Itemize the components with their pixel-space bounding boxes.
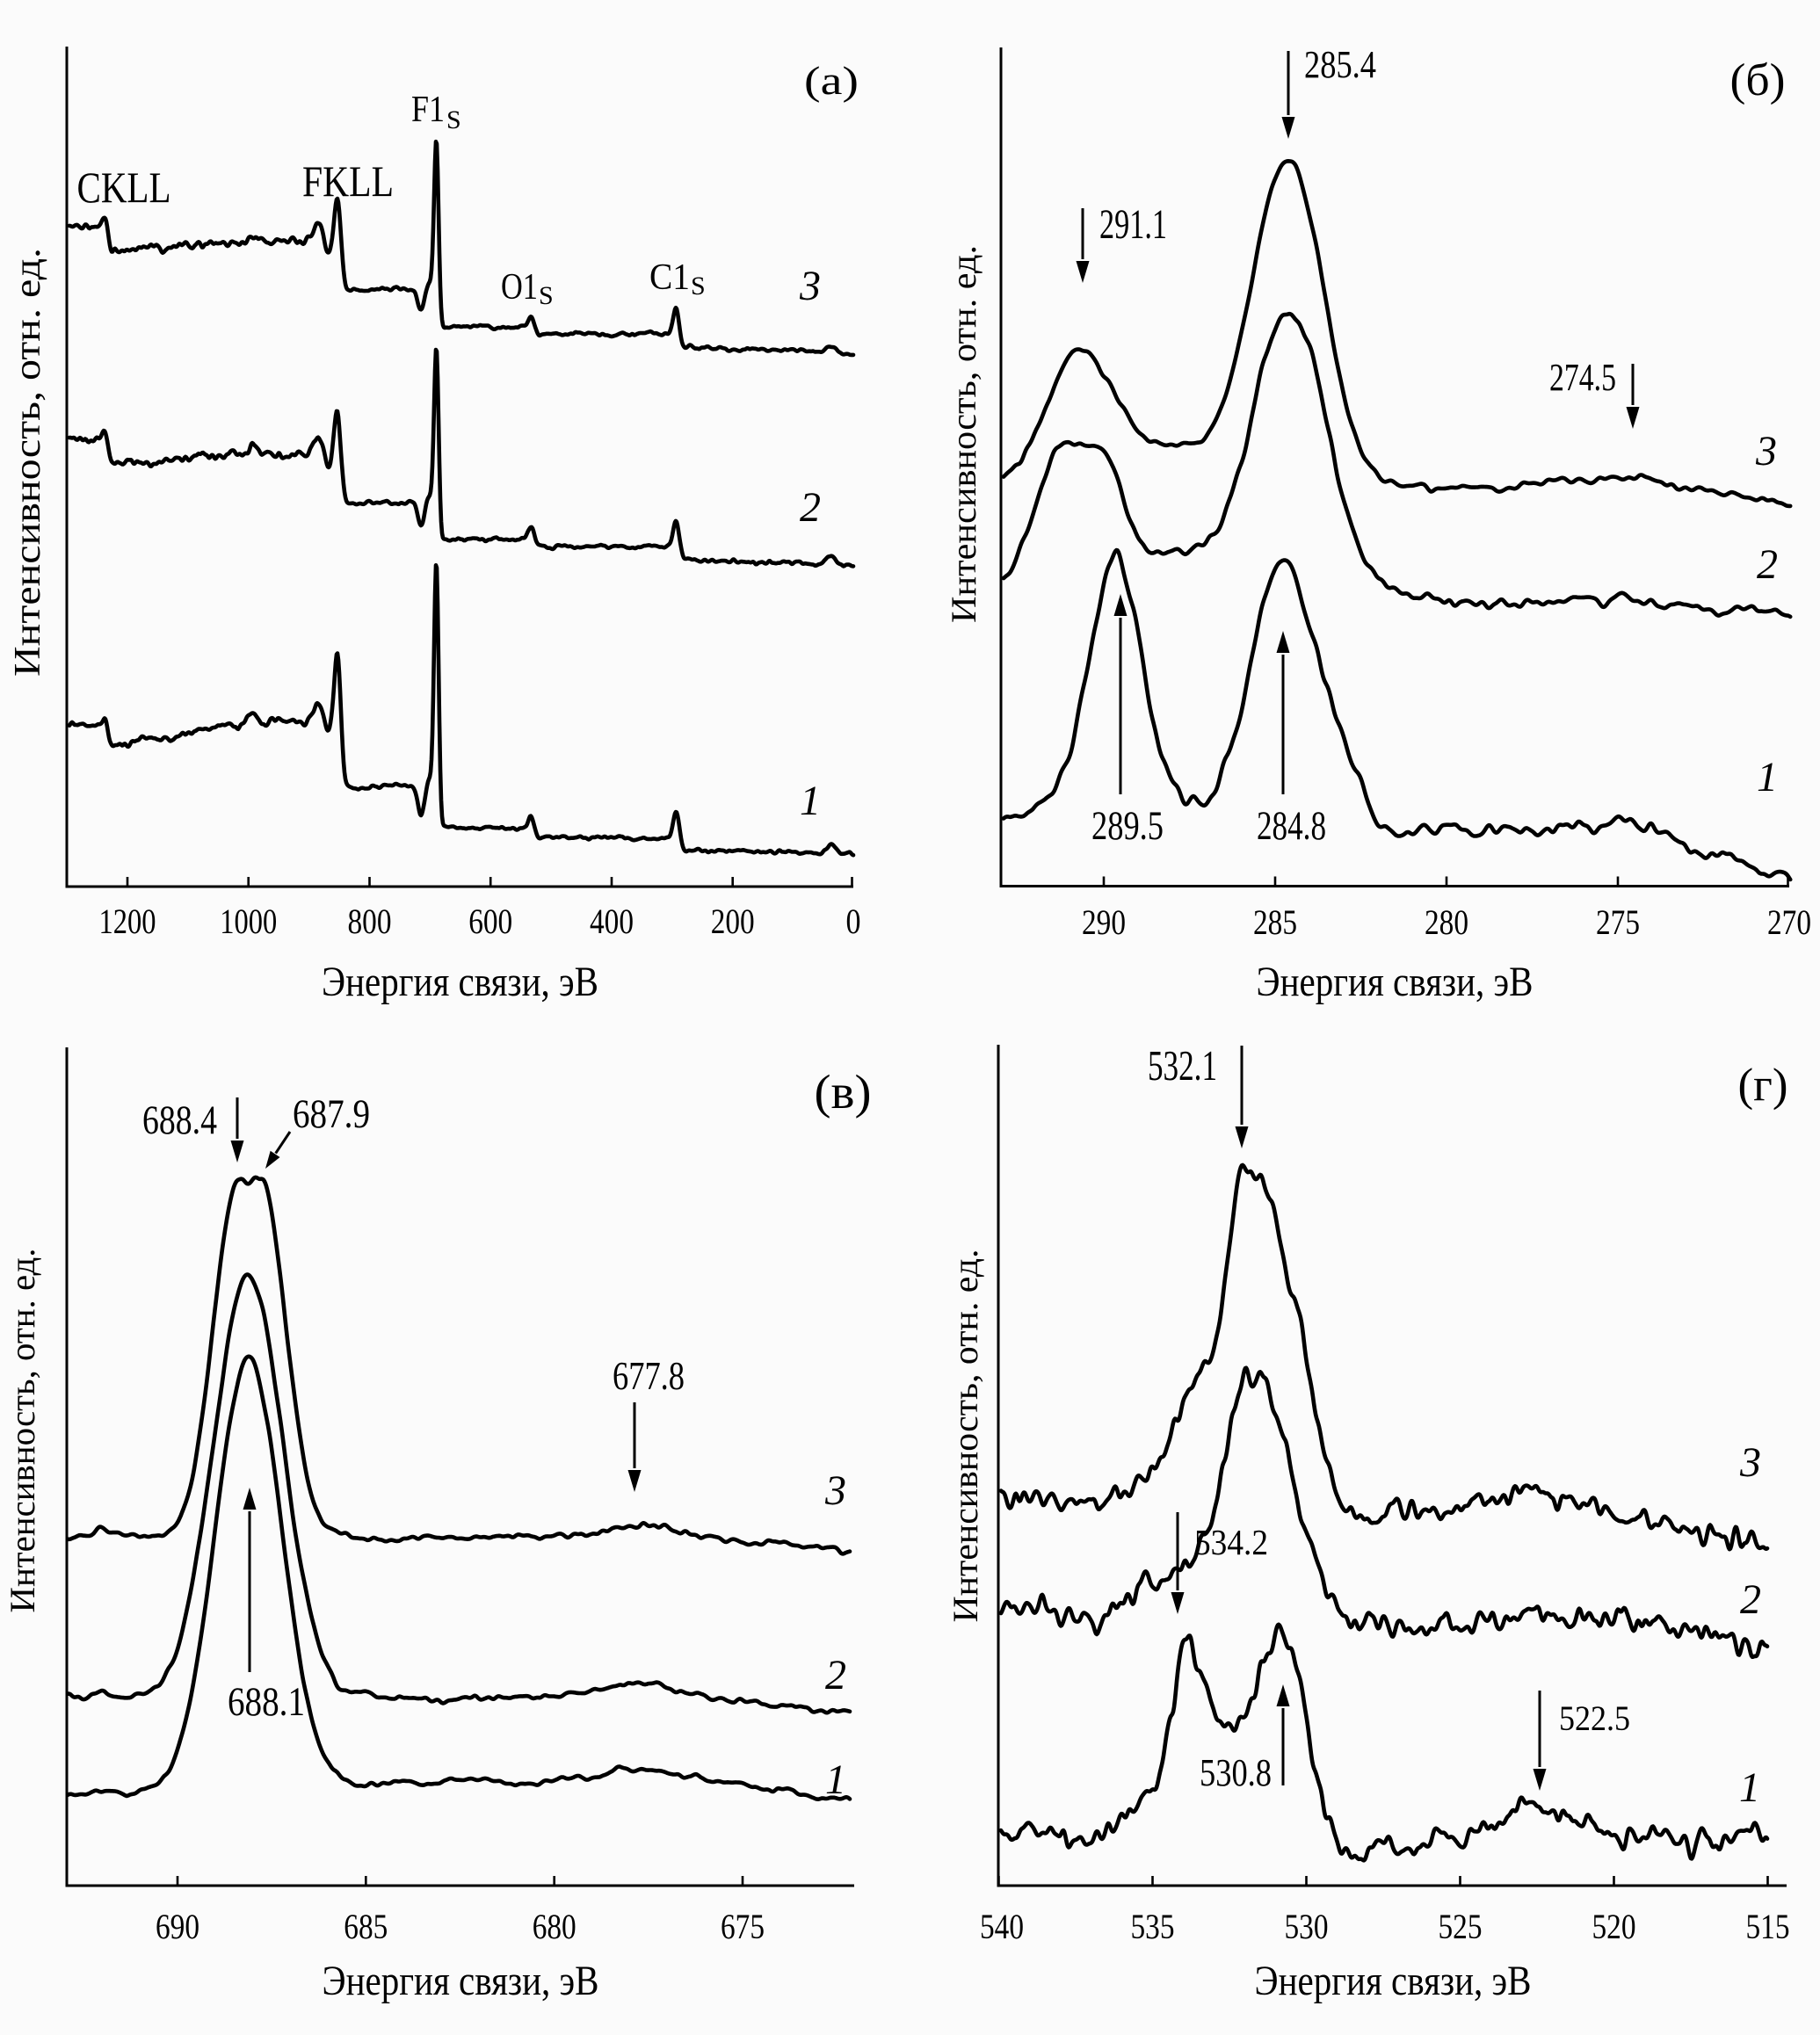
svg-text:F1: F1 (411, 90, 445, 130)
svg-text:535: 535 (1131, 1907, 1175, 1946)
svg-text:Интенсивность, отн. ед.: Интенсивность, отн. ед. (8, 248, 48, 677)
svg-text:290: 290 (1082, 902, 1126, 942)
svg-text:200: 200 (711, 902, 755, 941)
svg-text:540: 540 (980, 1907, 1024, 1946)
svg-text:600: 600 (468, 902, 512, 941)
svg-text:270: 270 (1767, 902, 1811, 942)
svg-text:CKLL: CKLL (77, 163, 171, 212)
svg-text:515: 515 (1746, 1907, 1790, 1946)
svg-text:O1: O1 (501, 267, 538, 308)
svg-text:S: S (446, 105, 461, 134)
svg-text:522.5: 522.5 (1559, 1698, 1630, 1738)
svg-text:FKLL: FKLL (302, 156, 394, 206)
svg-text:1200: 1200 (99, 902, 156, 941)
svg-text:675: 675 (721, 1907, 765, 1946)
svg-text:530: 530 (1285, 1907, 1329, 1946)
svg-text:284.8: 284.8 (1257, 803, 1326, 849)
svg-text:534.2: 534.2 (1194, 1522, 1268, 1562)
svg-text:1: 1 (825, 1756, 846, 1803)
svg-text:(а): (а) (804, 58, 859, 103)
svg-text:530.8: 530.8 (1200, 1751, 1272, 1794)
svg-text:2: 2 (1757, 541, 1778, 588)
svg-text:2: 2 (825, 1652, 846, 1698)
svg-text:291.1: 291.1 (1099, 201, 1167, 248)
svg-text:688.1: 688.1 (228, 1679, 305, 1725)
svg-text:C1: C1 (649, 257, 690, 298)
svg-text:3: 3 (799, 263, 821, 309)
svg-text:687.9: 687.9 (293, 1091, 370, 1137)
svg-text:Энергия связи, эВ: Энергия связи, эВ (323, 1958, 599, 2004)
svg-text:3: 3 (1739, 1439, 1761, 1486)
svg-text:289.5: 289.5 (1091, 803, 1164, 849)
svg-text:800: 800 (348, 902, 392, 941)
svg-text:Интенсивность, отн. ед.: Интенсивность, отн. ед. (3, 1249, 42, 1613)
svg-text:520: 520 (1592, 1907, 1636, 1946)
svg-text:1: 1 (800, 778, 821, 824)
svg-text:2: 2 (800, 484, 821, 531)
svg-text:S: S (539, 281, 554, 310)
svg-text:688.4: 688.4 (142, 1097, 217, 1143)
svg-text:Энергия связи, эВ: Энергия связи, эВ (1257, 959, 1534, 1005)
svg-text:2: 2 (1740, 1576, 1761, 1623)
svg-text:280: 280 (1425, 902, 1468, 942)
svg-text:3: 3 (1755, 428, 1777, 474)
svg-text:(в): (в) (815, 1065, 872, 1119)
svg-text:400: 400 (590, 902, 634, 941)
svg-text:525: 525 (1439, 1907, 1483, 1946)
svg-text:Энергия связи, эВ: Энергия связи, эВ (1255, 1958, 1532, 2004)
svg-text:Интенсивность, отн. ед.: Интенсивность, отн. ед. (946, 1249, 985, 1623)
svg-text:(г): (г) (1738, 1060, 1788, 1111)
svg-text:274.5: 274.5 (1549, 356, 1616, 399)
svg-text:285.4: 285.4 (1304, 43, 1376, 86)
svg-text:285: 285 (1253, 902, 1297, 942)
svg-text:275: 275 (1596, 902, 1640, 942)
svg-text:532.1: 532.1 (1148, 1041, 1217, 1090)
svg-text:680: 680 (533, 1907, 576, 1946)
svg-text:Энергия связи, эВ: Энергия связи, эВ (322, 959, 598, 1005)
svg-text:0: 0 (846, 902, 861, 941)
svg-text:1000: 1000 (220, 902, 277, 941)
svg-text:(б): (б) (1730, 55, 1786, 105)
svg-text:1: 1 (1757, 754, 1778, 800)
svg-text:Интенсивность, отн. ед.: Интенсивность, отн. ед. (944, 245, 983, 623)
svg-text:S: S (691, 272, 706, 301)
svg-text:685: 685 (344, 1907, 388, 1946)
svg-text:690: 690 (156, 1907, 199, 1946)
svg-text:3: 3 (824, 1467, 846, 1514)
svg-text:677.8: 677.8 (613, 1354, 685, 1398)
svg-text:1: 1 (1739, 1764, 1760, 1811)
